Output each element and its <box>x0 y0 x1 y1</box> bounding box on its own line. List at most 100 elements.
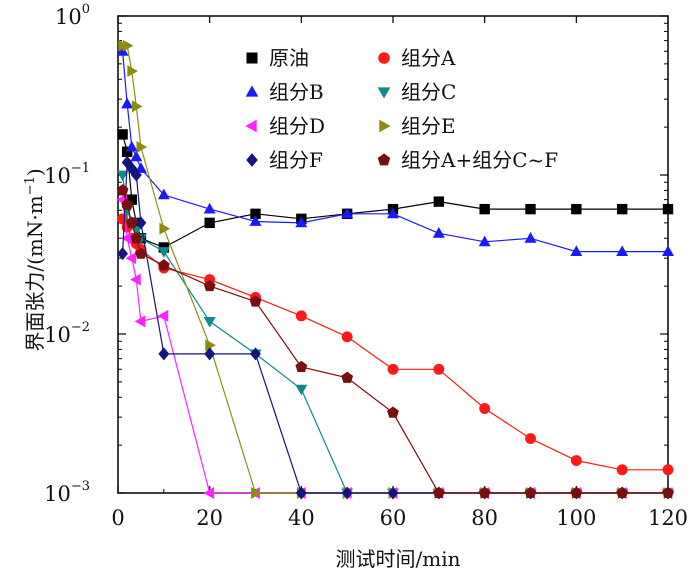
data-point <box>478 235 491 247</box>
data-point <box>616 464 628 476</box>
data-point <box>662 245 674 256</box>
data-point <box>525 203 536 215</box>
data-point <box>524 232 537 243</box>
data-point <box>662 464 674 476</box>
data-point <box>159 222 171 235</box>
data-point <box>125 252 137 265</box>
legend-label: 组分B <box>269 80 324 104</box>
data-point <box>203 316 216 328</box>
legend-item: 组分A+组分C~F <box>377 148 558 172</box>
legend-label: 组分C <box>401 80 456 104</box>
data-point <box>479 403 491 414</box>
data-point <box>157 188 170 200</box>
legend-item: 组分B <box>245 80 324 104</box>
legend-marker <box>379 119 391 133</box>
data-point <box>126 161 138 175</box>
legend-label: 组分F <box>269 148 323 172</box>
y-axis-title-exp: −1 <box>23 176 38 195</box>
x-tick-label: 60 <box>380 506 407 530</box>
data-point <box>524 486 537 499</box>
data-point <box>157 247 170 258</box>
series-line <box>122 190 668 494</box>
data-point <box>387 363 399 375</box>
series-0 <box>117 129 674 253</box>
legend-marker <box>245 119 257 133</box>
series-3 <box>116 170 674 500</box>
series-line <box>122 218 668 471</box>
data-point <box>121 97 134 109</box>
data-point <box>341 207 354 219</box>
series-layer <box>116 39 675 500</box>
data-point <box>251 487 262 499</box>
x-tick-label: 20 <box>196 506 223 530</box>
data-point <box>130 150 143 162</box>
y-tick-label: 10−1 <box>44 161 90 188</box>
data-point <box>478 486 491 499</box>
data-point <box>125 216 138 228</box>
data-point <box>121 146 133 157</box>
legend-marker <box>246 153 258 167</box>
data-point <box>134 162 147 173</box>
legend-marker <box>378 52 390 64</box>
data-point <box>250 347 261 361</box>
data-point <box>130 273 141 286</box>
legend-marker <box>245 85 259 97</box>
legend-marker <box>377 153 391 166</box>
legend-label: 组分E <box>401 114 456 138</box>
legend-label: 组分A <box>401 46 456 70</box>
data-point <box>295 310 307 322</box>
data-point <box>570 486 583 499</box>
data-point <box>205 339 216 352</box>
legend-item: 组分D <box>245 114 325 138</box>
data-point <box>203 487 215 499</box>
data-point <box>136 141 148 153</box>
legend-item: 组分F <box>246 148 323 172</box>
data-point <box>433 363 445 375</box>
data-point <box>570 455 582 467</box>
data-point <box>134 315 146 328</box>
series-1 <box>117 213 674 476</box>
y-tick-exponent: 0 <box>82 2 90 17</box>
data-point <box>204 217 215 229</box>
data-point <box>157 309 169 322</box>
data-point <box>662 203 674 215</box>
data-point <box>295 486 307 500</box>
plot-frame <box>117 15 669 494</box>
data-point <box>134 247 147 259</box>
data-point <box>570 245 583 256</box>
data-point <box>203 279 216 292</box>
data-point <box>295 216 308 228</box>
data-point <box>157 259 170 271</box>
x-axis-title: 测试时间/min <box>336 547 461 571</box>
data-point <box>616 486 629 499</box>
legend-label: 组分D <box>269 114 325 138</box>
series-line <box>122 174 668 494</box>
y-tick-label: 10−3 <box>44 479 90 506</box>
data-point <box>387 406 399 418</box>
data-point <box>117 247 129 261</box>
data-point <box>116 184 129 196</box>
series-line <box>122 51 668 253</box>
y-tick-exponent: −2 <box>71 320 90 335</box>
data-point <box>571 203 582 215</box>
series-7 <box>116 184 674 499</box>
data-point <box>116 45 129 56</box>
data-point <box>341 371 354 383</box>
x-tick-label: 0 <box>111 506 124 530</box>
series-line <box>122 199 668 494</box>
data-point <box>203 202 216 214</box>
x-tick-label: 100 <box>556 506 596 530</box>
data-point <box>616 203 628 215</box>
data-point <box>432 486 445 499</box>
data-point <box>341 331 353 343</box>
data-point <box>387 207 399 219</box>
y-axis-title-tail: ) <box>23 168 47 176</box>
data-point <box>127 65 138 78</box>
data-point <box>433 196 445 207</box>
data-point <box>130 232 143 244</box>
legend-item: 组分A <box>378 46 456 70</box>
data-point <box>116 170 129 182</box>
data-point <box>341 486 353 500</box>
data-point <box>131 100 143 113</box>
